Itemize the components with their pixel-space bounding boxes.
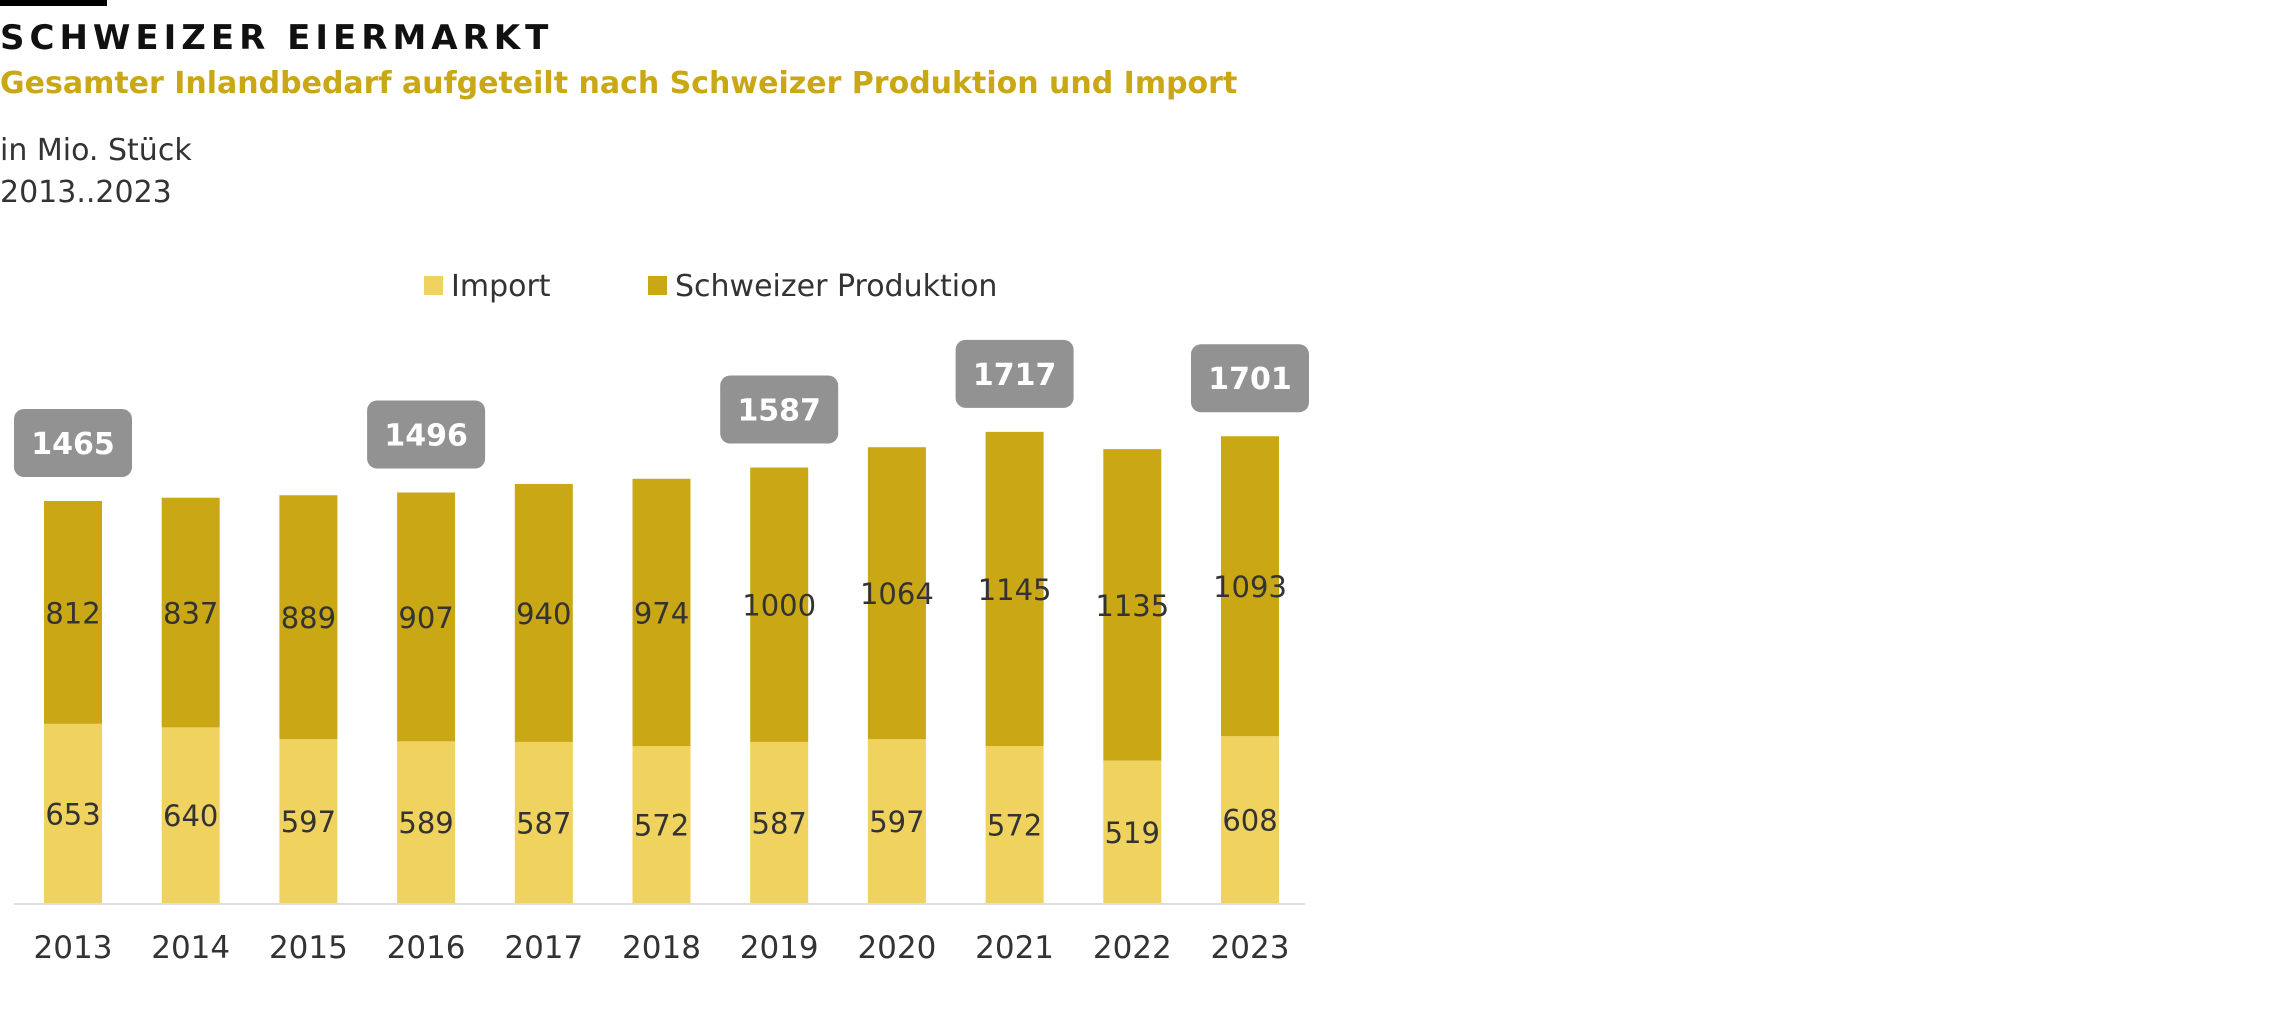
total-label: 1496 (384, 418, 468, 453)
total-badge (14, 409, 132, 478)
bar-segment (397, 492, 456, 742)
total-badge (367, 400, 486, 469)
data-label: 1145 (978, 573, 1052, 607)
bar-segment (985, 431, 1044, 747)
bar-segment (867, 447, 926, 740)
data-label: 1135 (1095, 589, 1169, 623)
year-range-label: 2013..2023 (0, 175, 172, 210)
bar-segment (1103, 449, 1162, 761)
legend-swatch (648, 276, 667, 295)
x-tick-label: 2018 (622, 930, 701, 966)
total-label: 1717 (973, 358, 1057, 393)
bar-segment (1103, 760, 1162, 903)
x-tick-label: 2019 (740, 930, 819, 966)
data-label: 837 (163, 597, 218, 631)
data-label: 889 (281, 601, 336, 635)
total-label: 1465 (31, 427, 115, 462)
x-tick-label: 2022 (1093, 930, 1172, 966)
title-accent-bar (0, 0, 107, 6)
x-tick-label: 2017 (504, 930, 583, 966)
chart-subtitle: Gesamter Inlandbedarf aufgeteilt nach Sc… (0, 66, 1238, 101)
bar-segment (632, 746, 691, 903)
unit-label: in Mio. Stück (0, 133, 192, 168)
chart-title: SCHWEIZER EIERMARKT (0, 18, 554, 58)
data-label: 907 (398, 601, 453, 635)
data-label: 940 (516, 597, 571, 631)
x-tick-label: 2016 (387, 930, 466, 966)
bar-segment (397, 741, 456, 903)
data-label: 572 (987, 809, 1042, 843)
bar-segment (279, 739, 338, 903)
x-tick-label: 2021 (975, 930, 1054, 966)
bars: 653 812 640 837 597 889 589 907 587 940 572 974 587 1… (44, 431, 1287, 903)
x-tick-label: 2014 (151, 930, 230, 966)
total-badges: 1465 1496 1587 1717 1701 (14, 339, 1309, 478)
data-label: 1000 (742, 589, 816, 623)
data-label: 608 (1222, 804, 1277, 838)
x-tick-label: 2023 (1211, 930, 1290, 966)
data-label: 587 (516, 806, 571, 840)
legend-label: Schweizer Produktion (675, 269, 997, 304)
bar-segment (985, 746, 1044, 903)
legend-swatch (424, 276, 443, 295)
total-badge (955, 339, 1074, 408)
bar-segment (161, 727, 220, 903)
legend: Import Schweizer Produktion (424, 269, 997, 304)
total-badge (1191, 344, 1309, 413)
x-tick-label: 2015 (269, 930, 348, 966)
bar-segment (514, 741, 573, 903)
legend-label: Import (451, 269, 551, 304)
bar-segment (161, 497, 220, 728)
data-label: 974 (634, 596, 689, 630)
total-label: 1701 (1208, 362, 1292, 397)
data-label: 653 (45, 797, 100, 831)
bar-segment (279, 495, 338, 740)
bar-segment (1221, 436, 1279, 737)
data-label: 1093 (1213, 570, 1287, 604)
total-badge (720, 375, 839, 444)
data-label: 597 (869, 805, 924, 839)
bar-segment (514, 483, 573, 742)
data-label: 587 (752, 806, 807, 840)
data-label: 597 (281, 805, 336, 839)
bar-segment (750, 467, 809, 742)
total-label: 1587 (737, 394, 821, 429)
data-label: 812 (45, 596, 100, 630)
x-axis-ticks: 2013 2014 2015 2016 2017 2018 2019 2020 2021 2022… (34, 930, 1290, 966)
bar-segment (1221, 736, 1279, 903)
x-tick-label: 2013 (34, 930, 113, 966)
data-label: 589 (398, 806, 453, 840)
x-tick-label: 2020 (857, 930, 936, 966)
data-label: 640 (163, 799, 218, 833)
data-label: 1064 (860, 577, 934, 611)
bar-segment (632, 478, 691, 747)
bar-segment (44, 723, 102, 903)
bar-segment (750, 741, 809, 903)
bar-segment (44, 501, 102, 724)
data-label: 519 (1105, 816, 1160, 850)
data-label: 572 (634, 809, 689, 843)
bar-segment (867, 739, 926, 903)
